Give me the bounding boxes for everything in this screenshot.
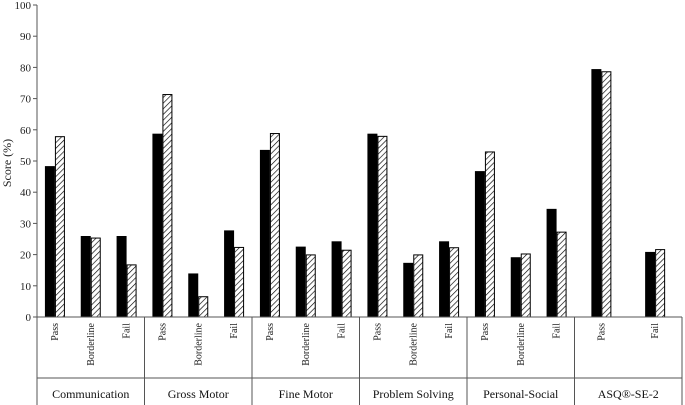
bar-asq-se-2-fail-series-1 bbox=[645, 251, 656, 318]
bar-fine-motor-borderline-series-2 bbox=[305, 254, 316, 318]
y-tick-label: 70 bbox=[20, 94, 32, 106]
x-category-label: Pass bbox=[265, 323, 276, 341]
x-group-label: Fine Motor bbox=[279, 387, 333, 401]
y-tick-label: 60 bbox=[20, 125, 32, 137]
x-category-label: Fail bbox=[650, 323, 661, 339]
x-category-label: Fail bbox=[444, 323, 455, 339]
bar-personal-social-pass-series-2 bbox=[484, 151, 495, 318]
bars bbox=[44, 69, 666, 318]
bar-problem-solving-fail-series-1 bbox=[439, 241, 450, 318]
bar-fine-motor-fail-series-2 bbox=[341, 249, 352, 318]
bar-personal-social-fail-series-1 bbox=[546, 208, 557, 318]
x-category-label: Fail bbox=[122, 323, 133, 339]
y-tick-label: 50 bbox=[20, 156, 32, 168]
bar-fine-motor-pass-series-2 bbox=[269, 133, 280, 318]
bar-personal-social-fail-series-2 bbox=[556, 231, 567, 318]
y-tick-label: 90 bbox=[20, 31, 32, 43]
bar-problem-solving-borderline-series-1 bbox=[403, 262, 414, 318]
x-category-label: Pass bbox=[372, 323, 383, 341]
x-category-label: Borderline bbox=[86, 322, 97, 365]
x-category-label: Borderline bbox=[516, 322, 527, 365]
bar-communication-pass-series-1 bbox=[44, 166, 55, 318]
bar-communication-borderline-series-2 bbox=[90, 237, 101, 318]
x-category-label: Borderline bbox=[193, 322, 204, 365]
bar-fine-motor-fail-series-1 bbox=[331, 241, 342, 318]
bar-communication-fail-series-1 bbox=[116, 236, 127, 318]
x-group-label: Gross Motor bbox=[168, 387, 229, 401]
x-group-label: Communication bbox=[52, 387, 129, 401]
bar-gross-motor-pass-series-2 bbox=[162, 94, 173, 318]
bar-problem-solving-fail-series-2 bbox=[449, 247, 460, 318]
x-group-label: ASQ®-SE-2 bbox=[598, 387, 659, 401]
bar-asq-se-2-fail-series-2 bbox=[655, 249, 666, 318]
bar-asq-se-2-pass-series-1 bbox=[591, 69, 602, 318]
x-category-label: Pass bbox=[596, 323, 607, 341]
y-tick-label: 80 bbox=[20, 62, 32, 74]
y-tick-label: 30 bbox=[20, 218, 32, 230]
bar-problem-solving-pass-series-1 bbox=[367, 133, 378, 318]
bar-communication-borderline-series-1 bbox=[80, 236, 91, 318]
x-category-label: Fail bbox=[337, 323, 348, 339]
bar-fine-motor-borderline-series-1 bbox=[295, 246, 306, 318]
y-tick-label: 20 bbox=[20, 250, 32, 262]
bar-gross-motor-pass-series-1 bbox=[152, 133, 163, 318]
x-category-label: Pass bbox=[50, 323, 61, 341]
x-category-label: Fail bbox=[552, 323, 563, 339]
x-axis: Pass Borderline Fail Communication Pass Borde… bbox=[36, 316, 683, 405]
bar-fine-motor-pass-series-1 bbox=[259, 149, 270, 318]
bar-gross-motor-fail-series-1 bbox=[224, 230, 235, 318]
x-group-label: Personal-Social bbox=[483, 387, 559, 401]
x-category-label: Pass bbox=[480, 323, 491, 341]
y-axis-title: Score (%) bbox=[0, 139, 14, 187]
x-category-label: Pass bbox=[157, 323, 168, 341]
bar-asq-se-2-pass-series-2 bbox=[601, 71, 612, 318]
bar-problem-solving-pass-series-2 bbox=[377, 135, 388, 318]
x-category-label: Borderline bbox=[301, 322, 312, 365]
x-group-label: Problem Solving bbox=[373, 387, 454, 401]
bar-gross-motor-fail-series-2 bbox=[234, 246, 245, 318]
bar-personal-social-borderline-series-1 bbox=[510, 257, 521, 318]
bar-communication-fail-series-2 bbox=[126, 264, 137, 318]
bar-personal-social-pass-series-1 bbox=[474, 171, 485, 318]
y-tick-label: 10 bbox=[20, 281, 32, 293]
x-category-label: Borderline bbox=[408, 322, 419, 365]
bar-gross-motor-borderline-series-2 bbox=[198, 296, 209, 318]
y-tick-label: 0 bbox=[26, 312, 32, 324]
y-axis: 0 10 20 30 40 50 60 70 80 90 100 bbox=[15, 0, 38, 324]
bar-personal-social-borderline-series-2 bbox=[520, 253, 531, 318]
bar-communication-pass-series-2 bbox=[54, 136, 65, 318]
bar-gross-motor-borderline-series-1 bbox=[188, 273, 199, 318]
y-tick-label: 100 bbox=[15, 0, 32, 12]
x-category-label: Fail bbox=[229, 323, 240, 339]
bar-problem-solving-borderline-series-2 bbox=[413, 254, 424, 318]
y-tick-label: 40 bbox=[20, 187, 32, 199]
